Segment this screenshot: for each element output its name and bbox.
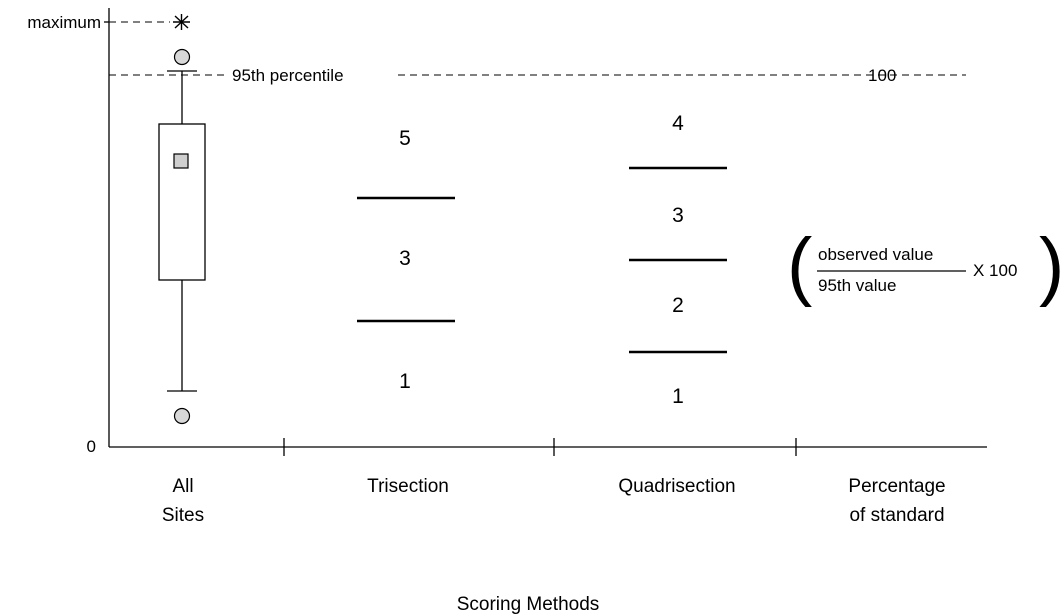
maximum-label: maximum	[27, 13, 101, 32]
outlier-low-circle-icon	[173, 407, 191, 425]
trisection-score-3: 3	[399, 247, 411, 270]
category-percentage-line2: of standard	[849, 505, 945, 526]
hundred-label: 100	[868, 66, 897, 85]
mean-square-icon	[173, 153, 189, 169]
zero-label: 0	[86, 437, 96, 456]
x-axis-title: Scoring Methods	[456, 594, 600, 615]
quadrisection-score-4: 4	[672, 112, 684, 135]
category-all-sites-line2: Sites	[161, 505, 205, 526]
box-iqr	[158, 123, 206, 281]
quadrisection-score-1: 1	[672, 385, 684, 408]
category-trisection: Trisection	[367, 476, 449, 497]
formula-denominator: 95th value	[818, 276, 897, 295]
trisection-score-5: 5	[399, 127, 411, 150]
formula-close-paren: )	[1039, 228, 1061, 304]
outlier-high-circle-icon	[173, 48, 191, 66]
asterisk-icon	[173, 14, 190, 30]
quadrisection-score-2: 2	[672, 294, 684, 317]
category-percentage-line1: Percentage	[848, 476, 946, 497]
category-all-sites-line1: All	[172, 476, 194, 497]
trisection-score-1: 1	[399, 370, 411, 393]
formula-open-paren: (	[787, 223, 813, 308]
quadrisection-score-3: 3	[672, 204, 684, 227]
percentile-label: 95th percentile	[232, 66, 344, 85]
formula-numerator: observed value	[818, 245, 934, 264]
formula-multiplier: X 100	[973, 261, 1018, 280]
category-quadrisection: Quadrisection	[618, 476, 736, 497]
